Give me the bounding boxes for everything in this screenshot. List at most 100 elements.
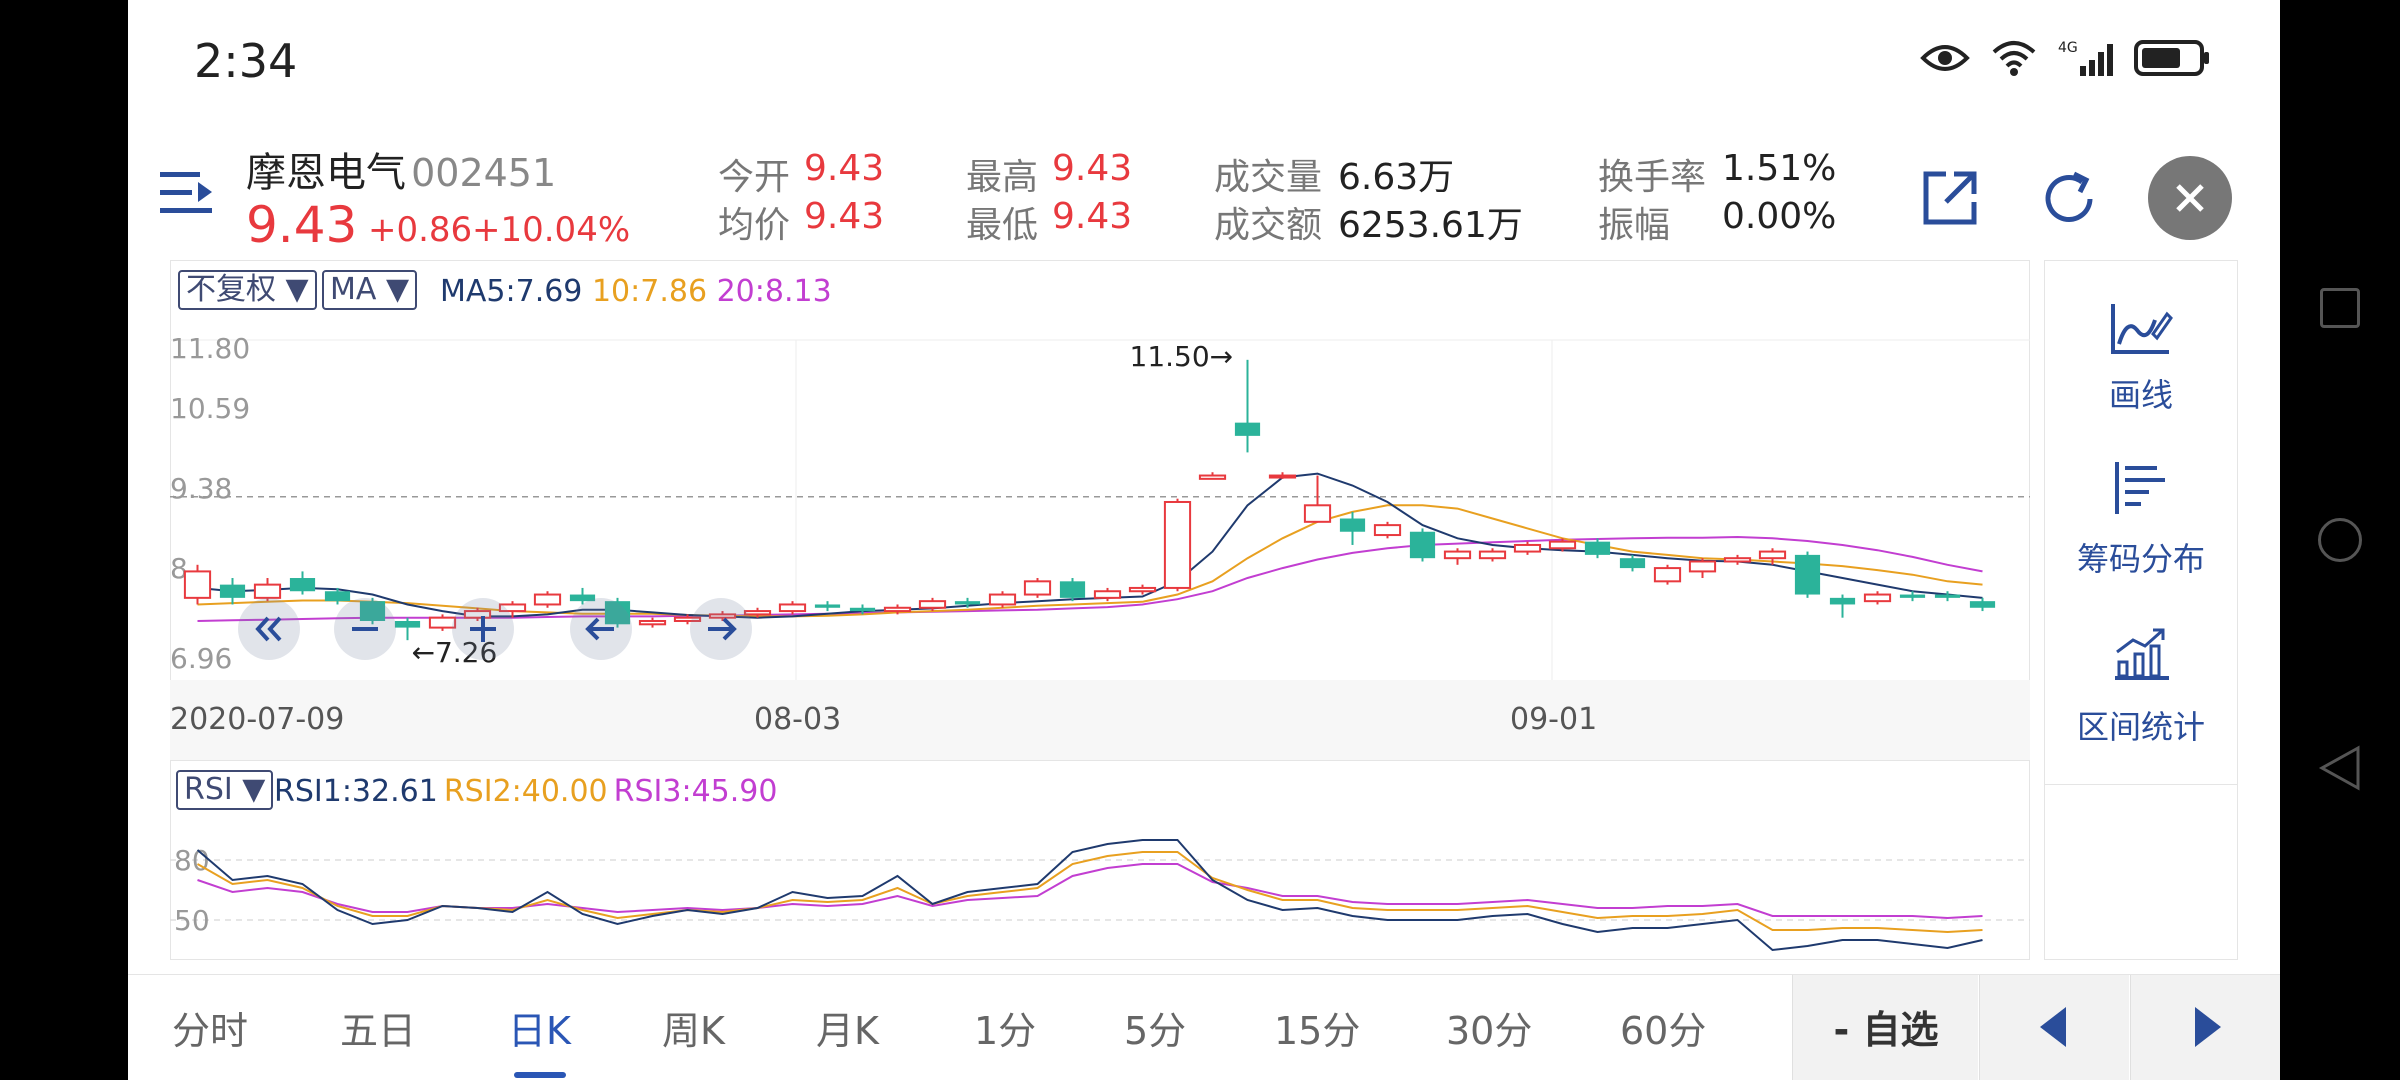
refresh-icon[interactable] xyxy=(2038,168,2100,234)
stat-label: 最高 xyxy=(966,157,1039,198)
tab-1[interactable]: 五日 xyxy=(340,1009,417,1053)
candle-body xyxy=(1934,594,1961,598)
stat-value: 9.43 xyxy=(1052,196,1133,237)
candle-body xyxy=(778,603,807,613)
x-tick-1: 08-03 xyxy=(754,702,842,737)
tab-3[interactable]: 周K xyxy=(662,1009,725,1053)
plus-icon xyxy=(470,616,496,642)
triangle-right-icon xyxy=(2195,1007,2221,1047)
candle-body xyxy=(1829,597,1856,605)
range-stats-icon xyxy=(2115,628,2169,680)
candle-body xyxy=(1688,560,1717,573)
tab-7[interactable]: 15分 xyxy=(1274,1009,1361,1053)
stock-price: 9.43 xyxy=(246,196,358,254)
menu-icon[interactable] xyxy=(160,168,216,224)
candle-body xyxy=(569,594,596,602)
nav-recents-button[interactable] xyxy=(2320,288,2360,328)
tool-chip-distribution[interactable]: 筹码分布 xyxy=(2041,450,2241,580)
indicator-select[interactable]: MA ▼ xyxy=(322,270,418,310)
candle-body xyxy=(988,593,1017,606)
candle-body xyxy=(289,578,316,592)
stat-value: 9.43 xyxy=(804,148,885,189)
arrow-right-icon xyxy=(708,617,737,641)
candle-body xyxy=(743,610,772,616)
next-stock-button[interactable] xyxy=(2130,975,2280,1080)
candle-body xyxy=(638,619,667,626)
rsi-chart[interactable]: 80 50 xyxy=(170,820,2030,960)
share-icon[interactable] xyxy=(1920,168,1980,232)
candle-body xyxy=(1059,581,1086,598)
signal-4g-icon: 4G xyxy=(2058,40,2113,76)
candle-body xyxy=(708,613,737,619)
candle-body xyxy=(394,620,421,628)
candle-body xyxy=(1093,590,1122,599)
tab-6[interactable]: 5分 xyxy=(1124,1009,1187,1053)
chip-distribution-icon xyxy=(2115,462,2165,514)
tool-draw-line[interactable]: 画线 xyxy=(2041,290,2241,420)
nav-home-button[interactable] xyxy=(2318,518,2362,562)
zoom-out-button[interactable] xyxy=(334,598,396,660)
rsi2-value: RSI2:40.00 xyxy=(443,774,608,809)
tab-5[interactable]: 1分 xyxy=(974,1009,1037,1053)
y-tick: 9.38 xyxy=(170,472,232,505)
tab-9[interactable]: 60分 xyxy=(1620,1009,1707,1053)
candle-body xyxy=(1198,474,1227,480)
high-label: 11.50→ xyxy=(1130,340,1234,373)
wifi-icon xyxy=(1992,41,2036,76)
candle-body xyxy=(1128,586,1157,593)
stat-value: 6.63万 xyxy=(1338,157,1455,198)
candle-body xyxy=(1409,531,1436,559)
stock-name: 摩恩电气 xyxy=(246,150,406,196)
scroll-left-button[interactable] xyxy=(570,598,632,660)
ma20-value: 20:8.13 xyxy=(716,274,832,309)
close-button[interactable] xyxy=(2148,156,2232,240)
candle-body xyxy=(673,616,702,622)
chevron-down-icon: ▼ xyxy=(242,772,266,807)
scroll-right-button[interactable] xyxy=(690,598,752,660)
triangle-left-icon xyxy=(2040,1007,2066,1047)
minus-icon xyxy=(352,627,378,631)
candle-body xyxy=(1478,550,1507,560)
candle-body xyxy=(1758,550,1787,560)
tab-8[interactable]: 30分 xyxy=(1446,1009,1533,1053)
adjust-select-label: 不复权 xyxy=(186,272,276,307)
candle-body xyxy=(1653,567,1682,583)
stat-label: 均价 xyxy=(718,205,791,246)
rsi-select-label: RSI xyxy=(184,772,233,807)
zoom-in-button[interactable] xyxy=(452,598,514,660)
candle-body xyxy=(1548,540,1577,550)
prev-stock-button[interactable] xyxy=(1979,975,2129,1080)
close-icon xyxy=(2176,184,2204,212)
candle-body xyxy=(533,593,562,606)
tab-2[interactable]: 日K xyxy=(508,1009,571,1053)
tab-0[interactable]: 分时 xyxy=(172,1009,249,1053)
tab-4[interactable]: 月K xyxy=(816,1009,879,1053)
stat-label: 成交量 xyxy=(1214,157,1323,198)
tool-label: 筹码分布 xyxy=(2076,540,2205,578)
candle-body xyxy=(1584,541,1611,555)
rsi-select[interactable]: RSI ▼ xyxy=(176,770,274,810)
candle-body xyxy=(219,584,246,598)
chevron-down-icon: ▼ xyxy=(385,272,410,307)
arrow-left-icon xyxy=(585,617,614,641)
candle-body xyxy=(883,606,912,613)
candle-body xyxy=(1619,558,1646,569)
stat-value: 9.43 xyxy=(1052,148,1133,189)
adjust-select[interactable]: 不复权 ▼ xyxy=(178,270,317,310)
ma10-value: 10:7.86 xyxy=(591,274,708,309)
candle-body xyxy=(1513,543,1542,553)
x-axis-band xyxy=(170,680,2030,760)
scroll-start-button[interactable] xyxy=(238,598,300,660)
candle-body xyxy=(1373,524,1402,537)
watchlist-button[interactable]: - 自选 xyxy=(1792,975,1978,1080)
eye-icon xyxy=(1920,45,1970,71)
status-time: 2:34 xyxy=(194,34,298,88)
candle-body xyxy=(1268,474,1297,479)
candle-body xyxy=(1794,554,1821,595)
svg-text:4G: 4G xyxy=(2058,40,2078,56)
tool-range-stats[interactable]: 区间统计 xyxy=(2041,620,2241,750)
tabbar-divider xyxy=(128,974,2280,975)
nav-back-button[interactable] xyxy=(2318,744,2362,792)
